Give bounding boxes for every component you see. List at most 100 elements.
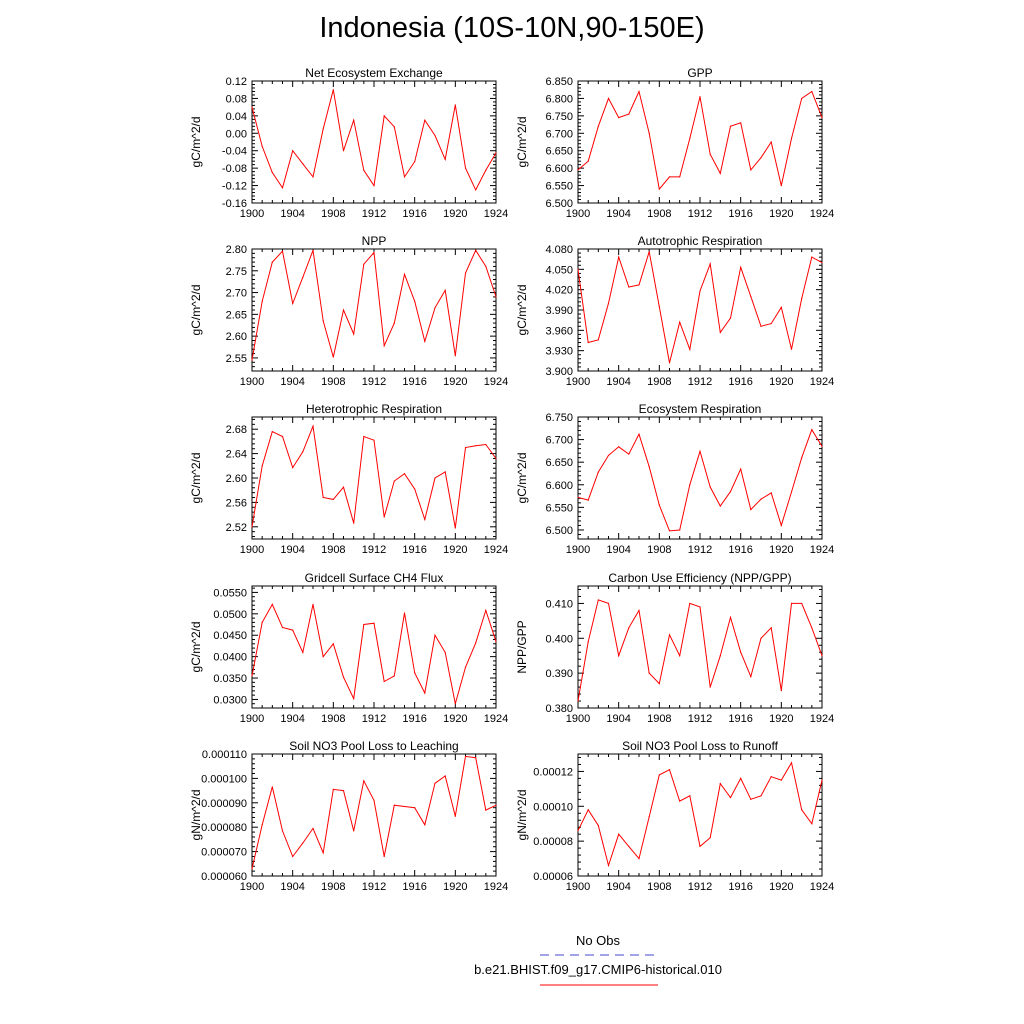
data-point [302, 163, 304, 165]
data-point [475, 642, 477, 644]
x-tick-label: 1916 [728, 881, 752, 893]
x-tick-label: 1904 [280, 208, 304, 220]
data-point [424, 119, 426, 121]
data-point [760, 325, 762, 327]
data-point [628, 286, 630, 288]
chart-title: Soil NO3 Pool Loss to Runoff [622, 739, 779, 753]
y-tick-label: 6.850 [545, 76, 573, 88]
data-point [811, 256, 813, 258]
chart-title: Net Ecosystem Exchange [305, 66, 443, 80]
y-tick-label: 0.12 [226, 76, 247, 88]
data-point [811, 627, 813, 629]
y-tick-label: 2.56 [226, 497, 247, 509]
data-point [679, 800, 681, 802]
y-tick-label: 0.0300 [213, 694, 247, 706]
x-tick-label: 1920 [443, 713, 467, 725]
x-tick-label: 1924 [810, 208, 834, 220]
data-point [821, 655, 823, 657]
data-point [770, 627, 772, 629]
data-point [302, 842, 304, 844]
x-tick-label: 1908 [321, 713, 345, 725]
data-point [811, 429, 813, 431]
data-point [485, 809, 487, 811]
x-tick-label: 1912 [688, 376, 712, 388]
data-point [597, 339, 599, 341]
page-title: Indonesia (10S-10N,90-150E) [319, 12, 705, 44]
data-point [709, 686, 711, 688]
data-point [790, 137, 793, 140]
y-tick-label: 3.960 [545, 325, 573, 337]
data-point [648, 816, 650, 818]
data-point [689, 137, 691, 140]
data-point [689, 348, 691, 350]
data-point [618, 655, 620, 657]
x-tick-label: 1920 [443, 376, 467, 388]
data-point [261, 621, 263, 623]
y-tick-label: 2.64 [226, 449, 247, 461]
data-point [292, 855, 294, 858]
x-tick-label: 1924 [810, 544, 834, 556]
data-point [740, 122, 742, 124]
data-point [475, 249, 477, 251]
data-point [689, 484, 691, 486]
y-tick-label: 0.00008 [533, 836, 573, 848]
chart-title: GPP [687, 66, 712, 80]
data-point [648, 132, 650, 134]
x-tick-label: 1900 [566, 713, 590, 725]
data-point [464, 446, 467, 449]
data-point [597, 125, 599, 127]
data-point [353, 119, 355, 121]
data-point [281, 250, 284, 252]
x-tick-label: 1924 [484, 544, 508, 556]
x-tick-label: 1924 [810, 881, 834, 893]
data-point [444, 775, 446, 777]
data-point [760, 498, 762, 500]
data-point [464, 666, 467, 668]
data-point [292, 629, 294, 631]
y-tick-label: 2.55 [226, 353, 247, 365]
data-point [414, 672, 416, 674]
data-point [312, 827, 314, 830]
x-tick-label: 1924 [484, 881, 508, 893]
plot-frame [577, 416, 823, 540]
y-tick-label: 0.410 [545, 598, 573, 610]
data-point [342, 150, 345, 152]
data-point [790, 762, 793, 764]
y-tick-label: -0.16 [222, 198, 247, 210]
series-line [251, 603, 497, 704]
x-tick-label: 1920 [769, 544, 793, 556]
data-point [689, 602, 691, 605]
x-tick-label: 1900 [566, 881, 590, 893]
data-point [444, 289, 446, 291]
x-tick-label: 1916 [402, 713, 426, 725]
y-tick-label: 0.000080 [201, 822, 247, 834]
y-tick-label: 2.60 [226, 331, 247, 343]
y-tick-label: 2.80 [226, 244, 247, 256]
data-point [648, 251, 650, 253]
data-point [414, 300, 416, 302]
data-point [454, 703, 456, 705]
data-point [353, 830, 355, 832]
y-tick-label: 0.0350 [213, 673, 247, 685]
data-point [312, 176, 314, 178]
data-point [424, 340, 426, 342]
data-point [709, 263, 711, 265]
data-point [434, 134, 436, 137]
x-tick-label: 1908 [647, 376, 671, 388]
y-tick-label: 6.600 [545, 163, 573, 175]
data-point [403, 176, 406, 178]
x-tick-label: 1916 [402, 881, 426, 893]
x-tick-label: 1908 [647, 881, 671, 893]
chart-panel: Gridcell Surface CH4 Flux gC/m^2/d 1900 190… [189, 571, 508, 725]
data-point [261, 300, 263, 302]
data-point [607, 302, 610, 304]
data-point [780, 524, 782, 527]
data-point [648, 466, 650, 468]
data-point [414, 807, 416, 809]
data-point [638, 90, 640, 93]
data-point [454, 104, 456, 106]
data-point [271, 603, 273, 606]
data-point [251, 359, 253, 361]
data-point [485, 265, 487, 268]
data-point [801, 297, 803, 300]
